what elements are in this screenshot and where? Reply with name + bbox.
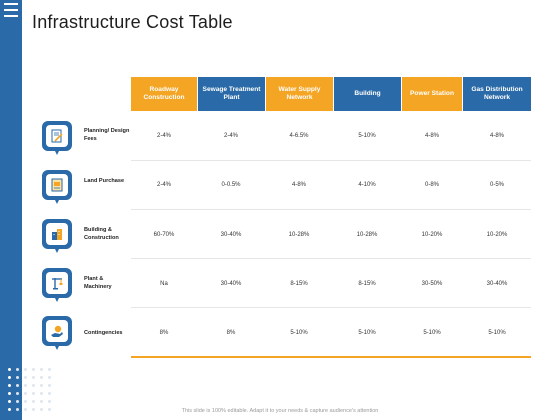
decorative-dot: [24, 408, 27, 411]
building-icon: [42, 219, 72, 253]
decorative-dot: [48, 376, 51, 379]
decorative-dot: [16, 384, 19, 387]
table-cell: 5-10%: [423, 330, 441, 336]
decorative-dot: [40, 384, 43, 387]
column-header-water: Water Supply Network: [266, 77, 333, 111]
row-divider: [131, 160, 531, 161]
table-cell: 5-10%: [290, 330, 308, 336]
table-cell: 0-8%: [424, 182, 439, 188]
decorative-dot: [32, 368, 35, 371]
decorative-dot: [16, 376, 19, 379]
decorative-dot: [24, 400, 27, 403]
decorative-dot: [32, 408, 35, 411]
pencil-document-icon: [42, 121, 72, 155]
decorative-dot: [40, 376, 43, 379]
table-cell: 8-15%: [290, 281, 308, 287]
decorative-dot: [24, 368, 27, 371]
decorative-dot: [32, 376, 35, 379]
decorative-dot: [40, 392, 43, 395]
decorative-dot: [48, 400, 51, 403]
decorative-dot: [8, 368, 11, 371]
column-header-roadway: Roadway Construction: [131, 77, 197, 111]
table-cell: 4-6.5%: [289, 133, 309, 139]
decorative-dot: [8, 400, 11, 403]
column-header-gas: Gas Distribution Network: [463, 77, 531, 111]
decorative-dot: [8, 384, 11, 387]
decorative-dot: [16, 408, 19, 411]
row-label-building: Building & Construction: [84, 227, 119, 241]
row-label-land: Land Purchase: [84, 178, 125, 184]
table-cell: 5-10%: [358, 133, 376, 139]
money-hand-icon: [42, 316, 72, 350]
decorative-dot: [24, 384, 27, 387]
table-cell: 10-28%: [356, 232, 378, 238]
table-cell: 5-10%: [358, 330, 376, 336]
decorative-dot: [24, 392, 27, 395]
land-document-icon: [42, 170, 72, 204]
table-cell: 30-40%: [220, 281, 242, 287]
row-label-plant: Plant & Machinery: [84, 276, 112, 290]
footer-note: This slide is 100% editable. Adapt it to…: [181, 408, 379, 414]
table-cell: 0-0.5%: [221, 182, 241, 188]
table-cell: 8%: [226, 330, 236, 336]
table-cell: 4-10%: [358, 182, 376, 188]
row-label-contingencies: Contingencies: [84, 330, 123, 336]
table-cell: 10-28%: [288, 232, 310, 238]
table-cell: 30-50%: [421, 281, 443, 287]
table-cell: 4-8%: [489, 133, 504, 139]
decorative-dot: [24, 376, 27, 379]
decorative-dot: [16, 392, 19, 395]
column-header-power: Power Station: [402, 77, 462, 111]
decorative-dot: [40, 408, 43, 411]
decorative-dot: [8, 376, 11, 379]
decorative-dot: [40, 368, 43, 371]
decorative-dot: [48, 384, 51, 387]
table-cell: 10-20%: [486, 232, 508, 238]
table-bottom-border: [131, 356, 531, 358]
row-divider: [131, 307, 531, 308]
decorative-dot: [40, 400, 43, 403]
sidebar: [0, 0, 22, 420]
table-cell: 8%: [159, 330, 169, 336]
row-divider: [131, 258, 531, 259]
column-header-building: Building: [334, 77, 401, 111]
table-cell: 0-5%: [489, 182, 504, 188]
table-cell: 10-20%: [421, 232, 443, 238]
page-title: Infrastructure Cost Table: [32, 12, 233, 32]
hamburger-icon: [4, 3, 18, 21]
decorative-dot: [48, 368, 51, 371]
decorative-dot: [8, 392, 11, 395]
decorative-dot: [32, 392, 35, 395]
table-cell: 8-15%: [358, 281, 376, 287]
column-header-sewage: Sewage Treatment Plant: [198, 77, 265, 111]
decorative-dot: [32, 400, 35, 403]
decorative-dot-grid: [8, 368, 56, 416]
decorative-dot: [16, 368, 19, 371]
decorative-dot: [48, 392, 51, 395]
table-cell: 2-4%: [223, 133, 238, 139]
row-label-planning: Planning/ Design Fees: [84, 128, 130, 142]
table-cell: 5-10%: [488, 330, 506, 336]
table-cell: 60-70%: [153, 232, 175, 238]
table-cell: Na: [160, 281, 168, 287]
table-cell: 2-4%: [156, 133, 171, 139]
crane-icon: [42, 268, 72, 302]
decorative-dot: [32, 384, 35, 387]
table-cell: 2-4%: [156, 182, 171, 188]
decorative-dot: [48, 408, 51, 411]
row-divider: [131, 209, 531, 210]
table-cell: 4-8%: [291, 182, 306, 188]
table-cell: 30-40%: [220, 232, 242, 238]
table-cell: 4-8%: [424, 133, 439, 139]
table-cell: 30-40%: [486, 281, 508, 287]
decorative-dot: [16, 400, 19, 403]
decorative-dot: [8, 408, 11, 411]
